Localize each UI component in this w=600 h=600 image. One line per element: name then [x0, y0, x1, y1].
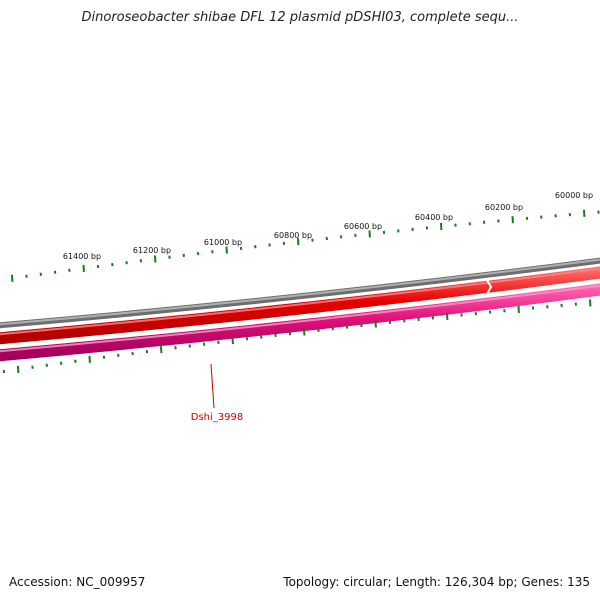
ruler-label: 61400 bp: [63, 252, 101, 261]
ruler-label: 60600 bp: [344, 222, 382, 231]
gene-label-dshi-3998[interactable]: Dshi_3998: [191, 412, 243, 423]
ruler-label: 61000 bp: [204, 238, 242, 247]
ruler-label: 60400 bp: [415, 213, 453, 222]
ruler-label: 60200 bp: [485, 203, 523, 212]
gene-boundary-marker: [486, 279, 493, 295]
ruler-label: 60000 bp: [555, 191, 593, 200]
map-title: Dinoroseobacter shibae DFL 12 plasmid pD…: [81, 10, 519, 25]
inner-tick-ring: [2, 299, 592, 374]
ruler-label: 61200 bp: [133, 246, 171, 255]
outer-tick-labels: 61400 bp 61200 bp 61000 bp 60800 bp 60600 bp…: [63, 191, 593, 261]
outer-tick-ring: [11, 209, 600, 282]
reverse-gene-block[interactable]: [0, 283, 600, 362]
topology-summary: Topology: circular; Length: 126,304 bp; …: [283, 575, 590, 589]
forward-gene-block[interactable]: [0, 266, 600, 345]
gene-label-line: [210, 363, 215, 409]
ruler-label: 60800 bp: [274, 231, 312, 240]
accession-text: Accession: NC_009957: [9, 575, 146, 589]
